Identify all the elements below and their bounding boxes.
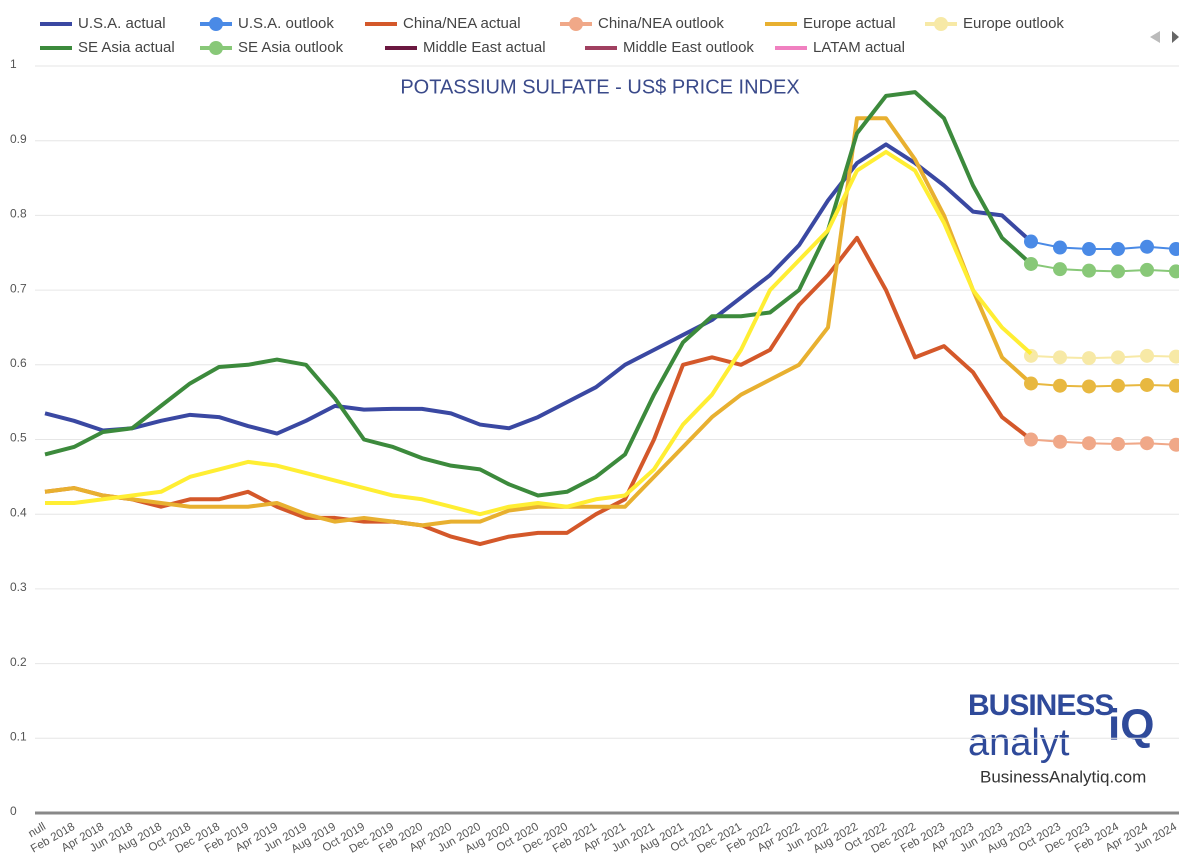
logo-text: analyt (968, 722, 1070, 764)
y-tick-label: 0.8 (10, 207, 27, 221)
point (1024, 256, 1038, 271)
legend-marker (934, 17, 948, 31)
point (1111, 350, 1125, 365)
outlook-line (1030, 354, 1177, 360)
point (1140, 348, 1154, 363)
legend-item: Europe actual (765, 15, 896, 32)
series-line (44, 116, 1033, 528)
point (1024, 234, 1038, 249)
logo: BUSINESS analyt iQ BusinessAnalytiq.com (968, 689, 1154, 787)
point (1140, 377, 1154, 392)
legend-label: SE Asia actual (78, 39, 175, 56)
legend-item: SE Asia actual (40, 39, 175, 56)
point (1082, 379, 1096, 394)
point (1140, 239, 1154, 254)
point (1082, 263, 1096, 278)
y-tick-label: 0 (10, 804, 17, 818)
legend-marker (209, 41, 223, 55)
legend-label: Middle East actual (423, 39, 546, 56)
y-tick-label: 0.7 (10, 281, 27, 295)
y-tick-label: 0.9 (10, 132, 27, 146)
legend-item: U.S.A. actual (40, 15, 166, 32)
legend-label: Europe actual (803, 15, 896, 32)
y-tick-label: 0.3 (10, 580, 27, 594)
y-tick-label: 0.4 (10, 505, 27, 519)
y-tick-label: 0.2 (10, 655, 27, 669)
point (1169, 437, 1179, 452)
legend-label: China/NEA actual (403, 15, 521, 32)
y-tick-label: 1 (10, 57, 17, 71)
point (1111, 264, 1125, 279)
logo-mark: iQ (1108, 701, 1154, 750)
point (1169, 264, 1179, 279)
legend-label: U.S.A. outlook (238, 15, 334, 32)
y-tick-label: 0.1 (10, 729, 27, 743)
point (1169, 242, 1179, 257)
legend-item: Middle East outlook (585, 39, 754, 56)
point (1024, 376, 1038, 391)
legend-item: China/NEA actual (365, 15, 521, 32)
legend-label: China/NEA outlook (598, 15, 724, 32)
legend-prev[interactable] (1150, 31, 1160, 43)
legend-marker (209, 17, 223, 31)
series-line (44, 235, 1033, 547)
legend-item: Middle East actual (385, 39, 546, 56)
point (1053, 434, 1067, 449)
logo-url: BusinessAnalytiq.com (980, 767, 1146, 786)
point (1111, 242, 1125, 257)
series-line (44, 90, 1033, 498)
legend-label: SE Asia outlook (238, 39, 344, 56)
point (1053, 262, 1067, 277)
series-line (44, 142, 1033, 436)
point (1082, 436, 1096, 451)
chart-title: POTASSIUM SULFATE - US$ PRICE INDEX (400, 76, 799, 98)
point (1053, 240, 1067, 255)
legend-label: LATAM actual (813, 39, 905, 56)
point (1111, 378, 1125, 393)
series-line (45, 149, 1033, 517)
outlook-line (1030, 262, 1177, 273)
point (1053, 350, 1067, 365)
point (1140, 262, 1154, 277)
y-tick-label: 0.5 (10, 431, 27, 445)
y-tick-label: 0.6 (10, 356, 27, 370)
point (1082, 351, 1096, 366)
point (1024, 432, 1038, 447)
logo-text: BUSINESS (968, 689, 1113, 722)
point (1111, 436, 1125, 451)
point (1082, 242, 1096, 257)
outlook-line (1030, 382, 1177, 388)
point (1169, 349, 1179, 364)
legend-item: U.S.A. outlook (200, 15, 334, 32)
legend-item: SE Asia outlook (200, 39, 344, 56)
legend-label: U.S.A. actual (78, 15, 166, 32)
outlook-line (1030, 240, 1177, 251)
legend-item: China/NEA outlook (560, 15, 724, 32)
outlook-line (1030, 438, 1177, 446)
point (1169, 378, 1179, 393)
legend-item: Europe outlook (925, 15, 1064, 32)
legend-label: Middle East outlook (623, 39, 754, 56)
legend-next[interactable] (1172, 31, 1179, 43)
point (1140, 436, 1154, 451)
legend-item: LATAM actual (775, 39, 905, 56)
legend-label: Europe outlook (963, 15, 1064, 32)
point (1053, 378, 1067, 393)
legend-marker (569, 17, 583, 31)
